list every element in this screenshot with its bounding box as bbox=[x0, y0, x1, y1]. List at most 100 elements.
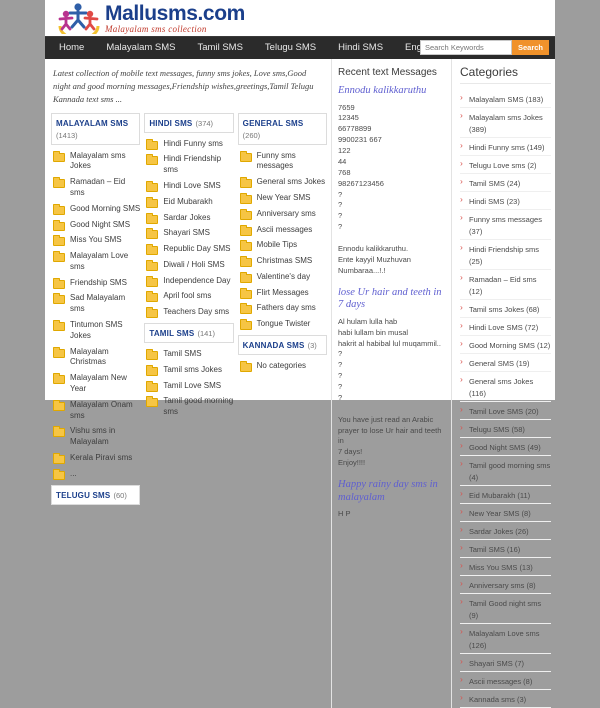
list-item-label[interactable]: Teachers Day sms bbox=[163, 307, 230, 317]
sidebar-item[interactable]: New Year SMS (8) bbox=[460, 504, 551, 522]
list-item[interactable]: April fool sms bbox=[144, 291, 233, 303]
category-box-header[interactable]: MALAYALAM SMS (1413) bbox=[51, 112, 141, 145]
sidebar-item-label[interactable]: New Year SMS (8) bbox=[469, 508, 531, 518]
post-title[interactable]: Ennodu kalikkaruthu bbox=[338, 85, 427, 96]
list-item-label[interactable]: Malayalam sms Jokes bbox=[70, 150, 126, 171]
list-item[interactable]: Malayalam sms Jokes bbox=[51, 150, 140, 173]
list-item[interactable]: Ascii messages bbox=[238, 224, 327, 236]
list-item[interactable]: Malayalam Onam sms bbox=[51, 399, 140, 422]
list-item-label[interactable]: Hindi Friendship sms bbox=[163, 154, 222, 175]
list-item-label[interactable]: Hindi Funny sms bbox=[163, 138, 223, 148]
search-input[interactable] bbox=[419, 40, 512, 55]
list-item[interactable]: Flirt Messages bbox=[238, 287, 327, 299]
sidebar-item[interactable]: Shayari SMS (7) bbox=[460, 654, 551, 672]
list-item[interactable]: Republic Day SMS bbox=[144, 244, 233, 256]
list-item-label[interactable]: Sardar Jokes bbox=[163, 212, 211, 222]
list-item-label[interactable]: Valentine's day bbox=[256, 271, 311, 281]
list-item-label[interactable]: Good Night SMS bbox=[70, 219, 131, 229]
list-item[interactable]: Fathers day sms bbox=[238, 303, 327, 315]
list-item[interactable]: Good Morning SMS bbox=[51, 203, 140, 215]
list-item-label[interactable]: Funny sms messages bbox=[256, 150, 296, 171]
list-item-label[interactable]: Mobile Tips bbox=[256, 240, 298, 250]
list-item[interactable]: Malayalam New Year bbox=[51, 373, 140, 395]
list-item-label[interactable]: Tongue Twister bbox=[256, 319, 311, 329]
list-item-label[interactable]: Fathers day sms bbox=[256, 303, 316, 313]
sidebar-item[interactable]: Hindi Friendship sms (25) bbox=[460, 240, 551, 270]
sidebar-item[interactable]: Malayalam SMS (183) bbox=[460, 90, 551, 108]
list-item-label[interactable]: Christmas SMS bbox=[256, 256, 313, 266]
list-item[interactable]: Hindi Funny sms bbox=[144, 138, 233, 150]
category-box-header[interactable]: TELUGU SMS (60) bbox=[51, 484, 141, 505]
sidebar-item[interactable]: Hindi Funny sms (149) bbox=[460, 138, 551, 156]
search-button[interactable]: Search bbox=[511, 40, 549, 55]
sidebar-item[interactable]: Good Night SMS (49) bbox=[460, 438, 551, 456]
sidebar-item-label[interactable]: Hindi Friendship sms (25) bbox=[469, 244, 540, 266]
list-item-label[interactable]: Malayalam Love sms bbox=[70, 251, 129, 271]
list-item[interactable]: Malayalam Love sms bbox=[51, 251, 140, 273]
list-item-label[interactable]: Kerala Piravi sms bbox=[70, 453, 133, 463]
sidebar-item-label[interactable]: General sms Jokes (116) bbox=[469, 376, 534, 398]
list-item[interactable]: Valentine's day bbox=[238, 271, 327, 283]
sidebar-item[interactable]: General SMS (19) bbox=[460, 354, 551, 372]
list-item[interactable]: Anniversary sms bbox=[238, 208, 327, 220]
sidebar-item[interactable]: General sms Jokes (116) bbox=[460, 372, 551, 402]
sidebar-item[interactable]: Tamil Love SMS (20) bbox=[460, 402, 551, 420]
list-item[interactable]: Miss You SMS bbox=[51, 235, 140, 247]
list-item-label[interactable]: ... bbox=[70, 468, 77, 478]
sidebar-item[interactable]: Malayalam Love sms (126) bbox=[460, 624, 551, 654]
sidebar-item[interactable]: Hindi SMS (23) bbox=[460, 192, 551, 210]
nav-item-malayalam-sms[interactable]: Malayalam SMS bbox=[106, 42, 176, 53]
list-item-label[interactable]: Malayalam Christmas bbox=[70, 346, 109, 367]
sidebar-item[interactable]: Tamil good morning sms (4) bbox=[460, 456, 551, 486]
sidebar-item-label[interactable]: Miss You SMS (13) bbox=[469, 562, 533, 572]
sidebar-item[interactable]: Funny sms messages (37) bbox=[460, 210, 551, 240]
list-item[interactable]: Funny sms messages bbox=[238, 150, 327, 173]
sidebar-item-label[interactable]: Telugu Love sms (2) bbox=[469, 160, 537, 170]
sidebar-item[interactable]: Tamil sms Jokes (68) bbox=[460, 300, 551, 318]
sidebar-item-label[interactable]: Tamil good morning sms (4) bbox=[469, 460, 551, 482]
list-item-label[interactable]: Tintumon SMS Jokes bbox=[70, 320, 123, 340]
nav-item-home[interactable]: Home bbox=[59, 42, 85, 53]
list-item-label[interactable]: Tamil SMS bbox=[163, 349, 202, 359]
sidebar-item[interactable]: Telugu Love sms (2) bbox=[460, 156, 551, 174]
list-item[interactable]: Hindi Friendship sms bbox=[144, 154, 233, 176]
list-item-label[interactable]: Flirt Messages bbox=[256, 287, 309, 297]
sidebar-item-label[interactable]: Good Morning SMS (12) bbox=[469, 340, 551, 350]
list-item[interactable]: Tamil Love SMS bbox=[144, 380, 233, 392]
list-item-label[interactable]: General sms Jokes bbox=[256, 177, 326, 187]
sidebar-item-label[interactable]: Tamil Love SMS (20) bbox=[469, 406, 539, 416]
list-item[interactable]: Teachers Day sms bbox=[144, 307, 233, 319]
category-box-header[interactable]: HINDI SMS (374) bbox=[144, 112, 234, 133]
list-item[interactable]: Shayari SMS bbox=[144, 228, 233, 240]
list-item-label[interactable]: Hindi Love SMS bbox=[163, 180, 221, 190]
sidebar-item[interactable]: Eid Mubarakh (11) bbox=[460, 486, 551, 504]
sidebar-item-label[interactable]: General SMS (19) bbox=[469, 358, 530, 368]
list-item[interactable]: Vishu sms in Malayalam bbox=[51, 426, 140, 448]
nav-item-tamil-sms[interactable]: Tamil SMS bbox=[197, 42, 243, 53]
list-item-label[interactable]: Sad Malayalam sms bbox=[70, 293, 126, 314]
sidebar-item[interactable]: Ascii messages (8) bbox=[460, 672, 551, 690]
list-item-label[interactable]: April fool sms bbox=[163, 291, 212, 301]
list-item-label[interactable]: New Year SMS bbox=[256, 192, 311, 202]
list-item[interactable]: Independence Day bbox=[144, 275, 233, 287]
list-item[interactable]: Ramadan – Eid sms bbox=[51, 177, 140, 199]
list-item-label[interactable]: Shayari SMS bbox=[163, 228, 211, 238]
list-item-label[interactable]: Malayalam New Year bbox=[70, 373, 127, 394]
list-item-label[interactable]: Ascii messages bbox=[256, 224, 313, 234]
list-item-label[interactable]: Republic Day SMS bbox=[163, 244, 231, 254]
list-item[interactable]: Hindi Love SMS bbox=[144, 180, 233, 192]
sidebar-item-label[interactable]: Shayari SMS (7) bbox=[469, 658, 525, 668]
list-item-label[interactable]: Miss You SMS bbox=[70, 235, 122, 245]
list-item-label[interactable]: Independence Day bbox=[163, 275, 231, 285]
nav-item-telugu-sms[interactable]: Telugu SMS bbox=[264, 42, 317, 53]
sidebar-item-label[interactable]: Malayalam Love sms (126) bbox=[469, 628, 540, 650]
list-item[interactable]: Sardar Jokes bbox=[144, 212, 233, 224]
sidebar-item-label[interactable]: Tamil Good night sms (9) bbox=[469, 598, 542, 620]
sidebar-item-label[interactable]: Tamil sms Jokes (68) bbox=[469, 304, 540, 314]
list-item[interactable]: Good Night SMS bbox=[51, 219, 140, 231]
sidebar-item[interactable]: Tamil SMS (24) bbox=[460, 174, 551, 192]
post-title[interactable]: lose Ur hair and teeth in 7 days bbox=[338, 286, 442, 311]
sidebar-item-label[interactable]: Good Night SMS (49) bbox=[469, 442, 541, 452]
list-item-label[interactable]: Malayalam Onam sms bbox=[70, 399, 133, 420]
sidebar-item-label[interactable]: Ascii messages (8) bbox=[469, 676, 533, 686]
